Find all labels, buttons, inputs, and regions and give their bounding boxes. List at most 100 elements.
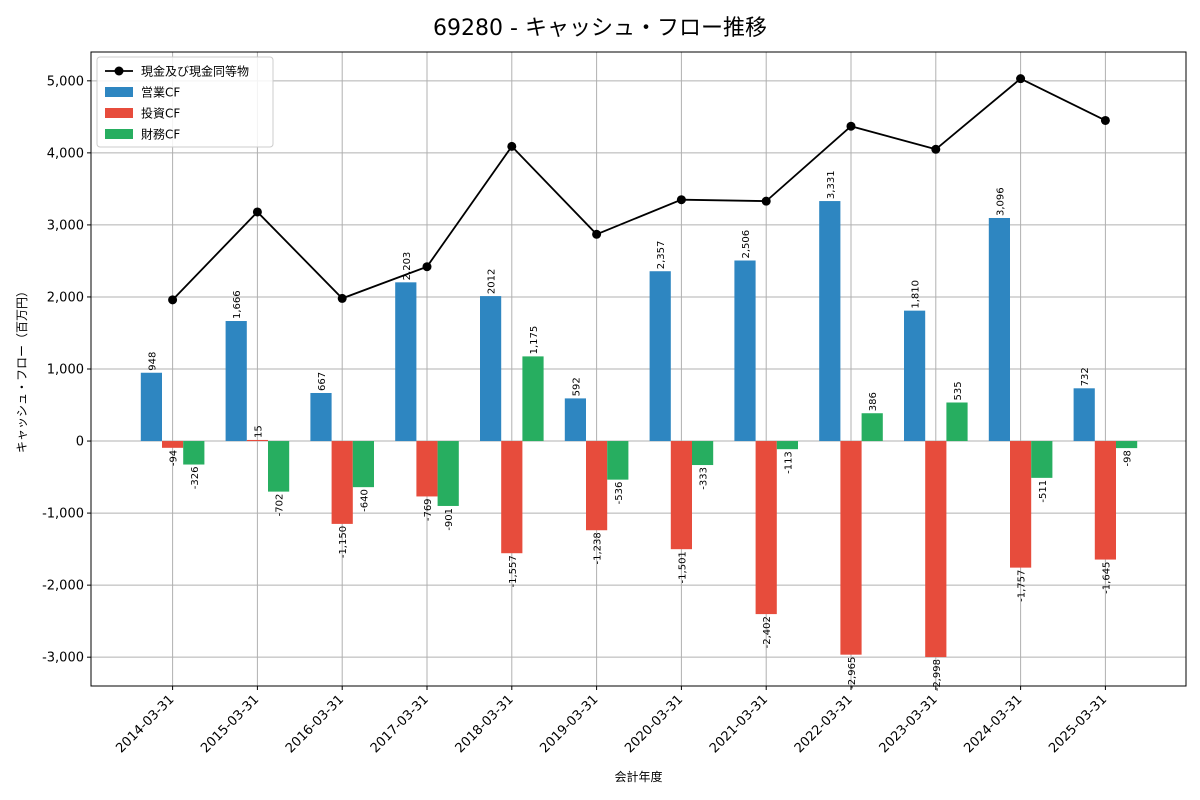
bar-investing-cf — [755, 441, 777, 615]
bar-financing-cf — [861, 413, 883, 442]
data-label: -1,557 — [508, 555, 519, 587]
y-axis-label: キャッシュ・フロー（百万円） — [15, 285, 29, 453]
bar-operating-cf — [1073, 388, 1095, 442]
bar-financing-cf — [183, 441, 205, 465]
bar-investing-cf — [246, 439, 268, 442]
data-label: -113 — [783, 451, 794, 474]
bar-operating-cf — [819, 201, 841, 442]
data-label: -1,150 — [338, 526, 349, 558]
y-tick-label: 0 — [76, 435, 84, 450]
x-tick-label: 2016-03-31 — [283, 692, 347, 756]
legend-label: 財務CF — [141, 127, 180, 142]
bar-investing-cf — [162, 441, 184, 448]
bar-financing-cf — [437, 441, 459, 506]
legend-label: 営業CF — [141, 86, 180, 100]
data-label: 732 — [1080, 367, 1091, 386]
x-tick-label: 2019-03-31 — [537, 692, 601, 756]
bar-financing-cf — [352, 441, 374, 488]
bar-investing-cf — [840, 441, 862, 655]
bar-investing-cf — [670, 441, 692, 550]
bar-financing-cf — [607, 441, 629, 480]
data-label: -536 — [614, 482, 625, 505]
bar-investing-cf — [416, 441, 438, 497]
legend-swatch — [105, 87, 133, 97]
x-tick-label: 2017-03-31 — [368, 692, 432, 756]
data-label: 3,096 — [995, 187, 1006, 216]
y-tick-label: 5,000 — [47, 74, 84, 89]
bar-financing-cf — [1031, 441, 1053, 478]
bar-operating-cf — [649, 271, 671, 442]
x-tick-label: 2021-03-31 — [707, 692, 771, 756]
data-label: -326 — [190, 467, 201, 490]
y-tick-label: 4,000 — [47, 146, 84, 161]
data-label: -1,757 — [1017, 570, 1028, 602]
legend-swatch — [105, 129, 133, 139]
data-label: 535 — [953, 381, 964, 400]
x-tick-label: 2022-03-31 — [792, 692, 856, 756]
data-label: -901 — [444, 508, 455, 531]
bar-operating-cf — [904, 310, 926, 442]
bar-financing-cf — [776, 441, 798, 450]
data-label: -769 — [423, 498, 434, 521]
cash-equivalents-point — [1100, 115, 1110, 125]
cash-equivalents-point — [422, 262, 432, 272]
x-tick-label: 2025-03-31 — [1046, 692, 1110, 756]
bar-financing-cf — [1116, 441, 1138, 449]
data-label: -640 — [359, 489, 370, 512]
bar-investing-cf — [1094, 441, 1116, 560]
x-tick-label: 2024-03-31 — [961, 692, 1025, 756]
legend-marker — [114, 66, 124, 76]
cash-equivalents-point — [507, 141, 517, 151]
x-tick-label: 2020-03-31 — [622, 692, 686, 756]
legend-label: 投資CF — [141, 106, 180, 121]
data-label: 386 — [868, 392, 879, 411]
cash-equivalents-line — [171, 77, 1106, 301]
bar-investing-cf — [1010, 441, 1032, 568]
cash-equivalents-point — [1016, 74, 1026, 84]
cash-equivalents-point — [761, 196, 771, 206]
bar-investing-cf — [501, 441, 523, 554]
data-label: 948 — [147, 352, 158, 371]
data-label: 15 — [253, 425, 264, 438]
bar-investing-cf — [586, 441, 608, 531]
bar-investing-cf — [925, 441, 947, 658]
bar-operating-cf — [480, 296, 502, 442]
data-label: -1,238 — [593, 532, 604, 564]
bar-financing-cf — [268, 441, 290, 492]
x-tick-label: 2023-03-31 — [877, 692, 941, 756]
data-label: -333 — [699, 467, 710, 490]
data-label: -702 — [275, 494, 286, 517]
y-tick-label: 3,000 — [47, 218, 84, 233]
data-label: 592 — [571, 377, 582, 396]
data-label: 1,810 — [911, 280, 922, 309]
data-label: -2,998 — [932, 659, 943, 691]
data-label: 2,357 — [656, 241, 667, 270]
data-label: -2,965 — [847, 657, 858, 689]
bar-operating-cf — [988, 217, 1010, 442]
y-tick-label: 2,000 — [47, 290, 84, 305]
data-label: 1,175 — [529, 326, 540, 355]
data-label: -1,645 — [1101, 562, 1112, 594]
data-label: 2,506 — [741, 230, 752, 259]
bar-financing-cf — [522, 356, 544, 442]
x-tick-label: 2015-03-31 — [198, 692, 262, 756]
y-tick-label: -3,000 — [42, 651, 84, 666]
chart-title: 69280 - キャッシュ・フロー推移 — [433, 16, 767, 41]
data-label: -94 — [169, 450, 180, 466]
y-tick-label: 1,000 — [47, 363, 84, 378]
data-label: 3,331 — [826, 170, 837, 199]
data-label: -2,402 — [762, 616, 773, 648]
y-tick-label: -2,000 — [42, 579, 84, 594]
cash-equivalents-point — [337, 293, 347, 303]
data-label: -1,501 — [677, 551, 688, 583]
legend-swatch — [105, 108, 133, 118]
data-label: 667 — [317, 372, 328, 391]
data-label: 2,203 — [402, 252, 413, 281]
y-tick-label: -1,000 — [42, 507, 84, 522]
data-label: 2012 — [487, 269, 498, 294]
cash-equivalents-point — [252, 207, 262, 217]
cash-equivalents-point — [676, 195, 686, 205]
bar-investing-cf — [331, 441, 353, 524]
